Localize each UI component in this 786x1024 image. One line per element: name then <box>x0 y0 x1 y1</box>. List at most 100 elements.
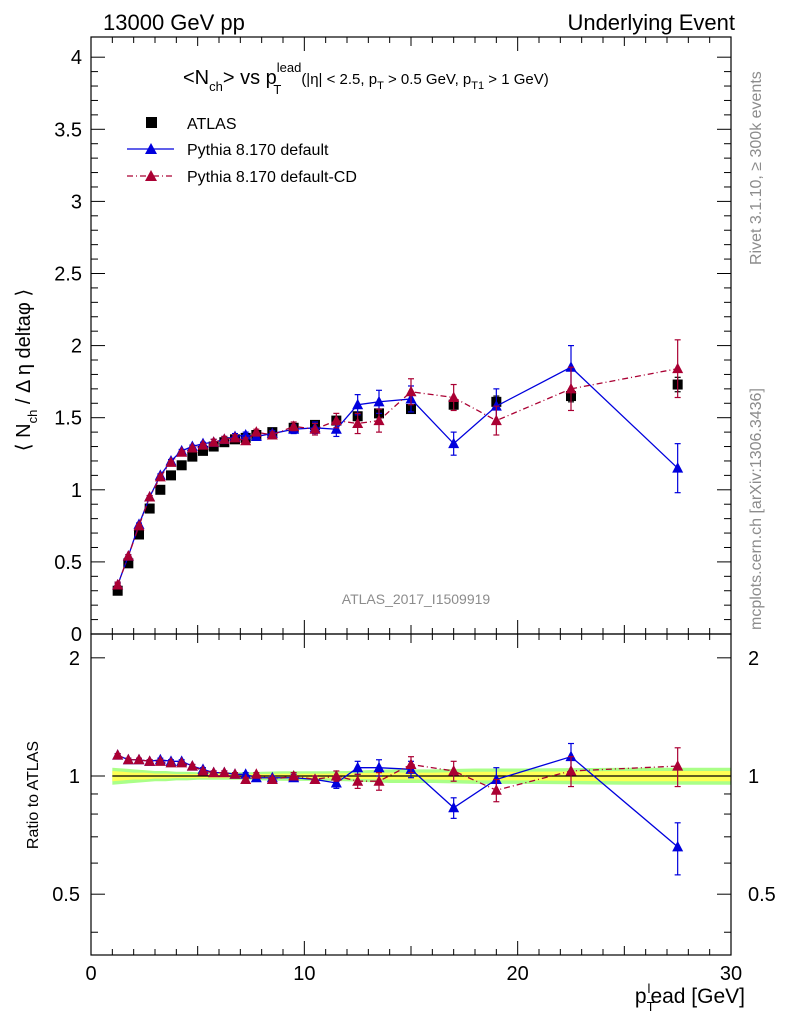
pythia-cd-point <box>154 470 166 482</box>
pythia-default-point <box>490 400 502 411</box>
ratio-y-tick-label-right: 0.5 <box>748 884 776 906</box>
legend-label-default: Pythia 8.170 default <box>187 142 329 159</box>
pythia-default-point <box>448 437 460 449</box>
pythia-cd-point <box>266 429 278 440</box>
ratio-pythia-cd-point <box>288 770 300 781</box>
ratio-pythia-cd-point <box>133 753 145 765</box>
pythia-cd-point <box>112 578 124 590</box>
main-y-tick-label: 0.5 <box>54 552 82 574</box>
ratio-pythia-cd-point <box>565 764 577 776</box>
pythia-default-point <box>352 398 364 410</box>
ratio-pythia-cd-point <box>197 764 209 776</box>
header-right: Underlying Event <box>567 10 735 35</box>
pythia-cd-point <box>122 550 134 561</box>
atlas-point <box>123 558 134 569</box>
ratio-pythia-cd-point <box>122 753 134 765</box>
ratio-pythia-cd-point <box>240 773 252 784</box>
main-y-tick-label: 1.5 <box>54 408 82 430</box>
atlas-point <box>144 503 155 514</box>
main-y-tick-label: 1 <box>71 480 82 502</box>
header-left: 13000 GeV pp <box>103 10 245 35</box>
rivet-text: Rivet 3.1.10, ≥ 300k events <box>748 71 765 265</box>
ratio-pythia-cd-point <box>373 775 385 786</box>
main-y-tick-label: 3 <box>71 191 82 213</box>
x-tick-label: 30 <box>720 963 742 985</box>
pythia-cd-point <box>197 439 209 450</box>
pythia-cd-point <box>144 491 156 502</box>
pythia-cd-point <box>352 417 364 428</box>
ratio-y-tick-label-left: 2 <box>69 648 80 670</box>
ratio-pythia-cd-point <box>672 760 684 771</box>
pythia-cd-point <box>250 426 262 437</box>
ratio-plot-frame <box>90 633 732 956</box>
ratio-pythia-default-point <box>490 773 502 784</box>
ratio-y-tick-label-left: 0.5 <box>52 884 80 906</box>
ratio-pythia-cd-point <box>352 775 364 786</box>
pythia-default-point <box>240 429 252 440</box>
ratio-y-tick-label-right: 2 <box>748 648 759 670</box>
ratio-pythia-cd-point <box>186 760 198 771</box>
atlas-point <box>155 484 166 495</box>
legend-marker-default <box>145 143 157 154</box>
main-plot-title: <Nch> vs plead T(|η| < 2.5, pT > 0.5 GeV,… <box>183 60 549 97</box>
analysis-tag: ATLAS_2017_I1509919 <box>342 591 491 607</box>
main-y-tick-label: 3.5 <box>54 119 82 141</box>
x-tick-label: 20 <box>507 963 529 985</box>
mcplots-text: mcplots.cern.ch [arXiv:1306.3436] <box>748 388 765 630</box>
pythia-cd-point <box>309 423 321 434</box>
pythia-cd-point <box>176 446 188 457</box>
atlas-point <box>166 470 176 481</box>
main-y-tick-label: 2.5 <box>54 263 82 285</box>
ratio-pythia-default-point <box>330 776 342 788</box>
ratio-pythia-cd-point <box>112 749 124 760</box>
pythia-cd-point <box>165 456 177 467</box>
legend-marker-atlas <box>146 117 157 128</box>
ratio-pythia-cd-point <box>208 766 220 778</box>
main-y-tick-label: 4 <box>71 47 82 69</box>
pythia-default-point <box>672 462 684 473</box>
pythia-cd-point <box>240 434 252 446</box>
pythia-cd-point <box>186 441 198 453</box>
ratio-pythia-default-point <box>565 750 577 762</box>
pythia-cd-point <box>405 385 417 397</box>
legend-label-cd: Pythia 8.170 default-CD <box>187 169 357 186</box>
pythia-cd-point <box>218 433 230 444</box>
atlas-point <box>187 451 198 462</box>
ratio-pythia-cd-point <box>229 768 241 779</box>
pythia-cd-point <box>133 519 145 531</box>
ratio-pythia-cd-point <box>309 773 321 784</box>
ratio-y-tick-label-left: 1 <box>69 766 80 788</box>
ratio-pythia-cd-point <box>405 758 417 769</box>
ratio-plot: 0 10 20 30 0.5 0.5 1 1 2 2 <box>52 633 776 985</box>
ratio-pythia-cd-point <box>165 756 177 768</box>
ratio-pythia-default-point <box>352 761 364 773</box>
ratio-pythia-cd-point <box>154 755 166 766</box>
ratio-pythia-cd-point <box>144 755 156 766</box>
pythia-cd-point <box>448 391 460 403</box>
ratio-y-tick-label-right: 1 <box>748 766 759 788</box>
ratio-pythia-cd-point <box>250 768 262 779</box>
main-y-tick-label: 0 <box>71 624 82 646</box>
legend-marker-cd <box>145 170 157 181</box>
atlas-point <box>134 529 144 540</box>
pythia-cd-point <box>490 414 502 426</box>
pythia-cd-point <box>330 414 342 426</box>
ratio-y-axis-label: Ratio to ATLAS <box>25 741 42 849</box>
ratio-pythia-default-point <box>448 801 460 813</box>
main-y-tick-label: 2 <box>71 336 82 358</box>
pythia-cd-point <box>208 436 220 447</box>
ratio-pythia-cd-point <box>490 784 502 795</box>
pythia-cd-point <box>565 382 577 394</box>
atlas-point <box>198 445 208 456</box>
pythia-cd-point <box>672 362 684 374</box>
x-axis-label: pTlead [GeV] <box>635 981 745 1014</box>
pythia-default-line <box>117 366 679 586</box>
ratio-pythia-cd-point <box>176 756 188 768</box>
pythia-cd-line <box>117 368 678 586</box>
ratio-pythia-cd-point <box>448 764 460 776</box>
legend-label-atlas: ATLAS <box>187 116 237 133</box>
main-plot: 0 0.5 1 1.5 2 2.5 3 3.5 4 <box>54 36 732 646</box>
ratio-pythia-default-point <box>672 840 684 852</box>
pythia-cd-point <box>373 414 385 426</box>
